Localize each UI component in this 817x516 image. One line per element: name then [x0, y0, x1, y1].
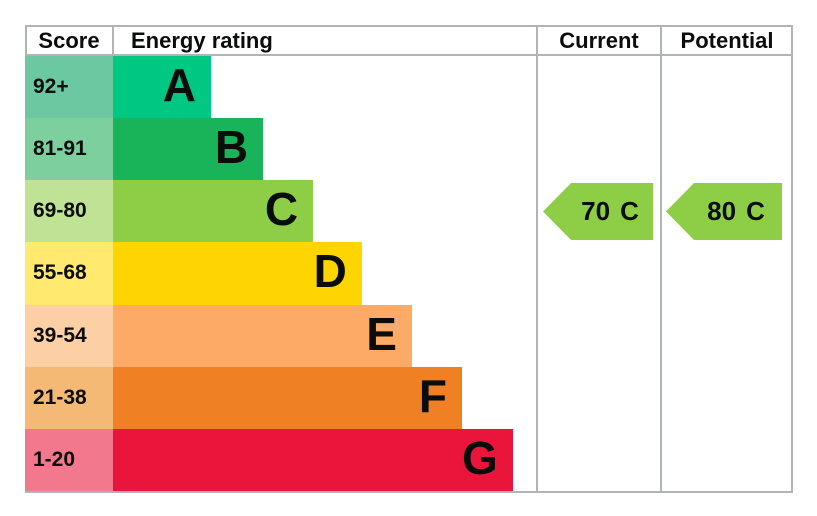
band-letter: A	[162, 59, 196, 112]
gridline-right	[791, 25, 793, 493]
gridline-header-bottom	[25, 54, 793, 56]
band-letter: C	[264, 183, 299, 236]
potential-rating-arrow: 80 C	[666, 183, 782, 240]
bar-area: D	[113, 242, 537, 305]
band-score-range: 1-20	[25, 428, 113, 491]
band-bar-b: B	[113, 118, 264, 181]
band-row-e: 39-54 E	[25, 304, 537, 367]
band-score-range: 69-80	[25, 180, 113, 243]
band-bar-a: A	[113, 56, 211, 119]
band-row-g: 1-20 G	[25, 428, 537, 491]
potential-rating-letter: C	[746, 196, 765, 226]
band-row-d: 55-68 D	[25, 242, 537, 305]
current-rating-arrow: 70 C	[543, 183, 653, 240]
band-row-b: 81-91 B	[25, 118, 537, 181]
chart-header-row: Score Energy rating Current Potential	[25, 27, 793, 54]
potential-column-header: Potential	[680, 27, 774, 53]
bar-area: C	[113, 180, 537, 243]
band-bar-f: F	[113, 366, 462, 429]
band-row-f: 21-38 F	[25, 366, 537, 429]
gridline-current-left	[536, 25, 538, 493]
score-column-header: Score	[38, 27, 100, 53]
band-score-range: 81-91	[25, 118, 113, 181]
potential-rating-value: 80	[707, 196, 737, 226]
bar-area: E	[113, 304, 537, 367]
energy-bands: 92+ A 81-91 B 69-80 C 5	[25, 56, 537, 491]
band-bar-c: C	[113, 180, 314, 243]
current-rating-letter: C	[620, 196, 639, 226]
gridline-current-right	[660, 25, 662, 493]
gridline-top	[25, 25, 793, 27]
band-score-range: 39-54	[25, 304, 113, 367]
band-letter: G	[462, 431, 498, 484]
bar-area: B	[113, 118, 537, 181]
bar-area: A	[113, 56, 537, 119]
energy-rating-column-header: Energy rating	[131, 27, 273, 53]
band-letter: B	[214, 121, 249, 174]
band-bar-g: G	[113, 428, 513, 491]
band-score-range: 21-38	[25, 366, 113, 429]
band-bar-d: D	[113, 242, 362, 305]
gridline-score-separator	[112, 25, 114, 56]
band-score-range: 92+	[25, 56, 113, 119]
band-bar-e: E	[113, 304, 412, 367]
current-column-header: Current	[559, 27, 639, 53]
gridline-left	[25, 25, 27, 56]
band-letter: E	[366, 307, 397, 360]
bar-area: G	[113, 428, 537, 491]
band-letter: F	[418, 369, 447, 422]
gridline-bottom	[25, 491, 793, 493]
current-rating-value: 70	[581, 196, 611, 226]
band-score-range: 55-68	[25, 242, 113, 305]
band-row-c: 69-80 C	[25, 180, 537, 243]
band-row-a: 92+ A	[25, 56, 537, 119]
bar-area: F	[113, 366, 537, 429]
band-letter: D	[313, 245, 347, 298]
